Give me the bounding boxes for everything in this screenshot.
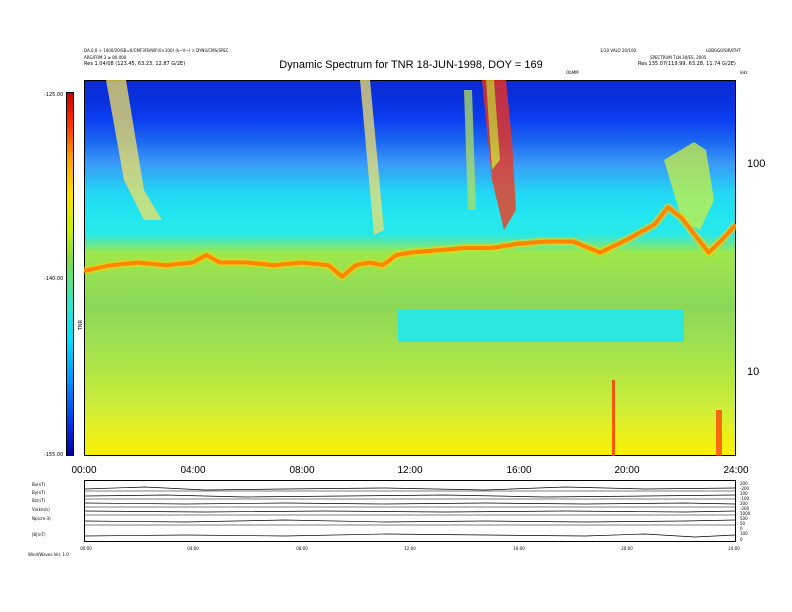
color-bar (66, 92, 74, 456)
ridge-halo (84, 203, 736, 281)
panel-label: |B|(nT) (32, 532, 46, 537)
panel-scale: 0 (740, 526, 743, 531)
header-mid-small: ObMM (566, 70, 579, 75)
footer-left: Wind/Waves Ver. 1.0 (28, 552, 69, 557)
panel-scale: 50 (740, 521, 746, 526)
header-info-left-2: ARG/FRM 3 ≥ 80.000 (84, 55, 127, 60)
x-tick-label: 20:00 (614, 465, 640, 476)
panel-scale: 500 (740, 516, 748, 521)
header-info-right-3: Res 135.07(119.99, 63.28, 11.74 G/2E) (638, 61, 736, 67)
spectrogram-overlay (84, 80, 736, 456)
panel-x-tick: 16:00 (513, 546, 525, 551)
panel-scale: -200 (740, 506, 750, 511)
x-tick-label: 08:00 (289, 465, 315, 476)
y-tick-label-10: 10 (747, 366, 760, 378)
panel-scale: 0 (740, 537, 743, 542)
x-tick-label: 24:00 (723, 465, 749, 476)
panel-scale: 1000 (740, 511, 751, 516)
colorbar-label-top: -125.00 (44, 92, 64, 98)
chart-title: Dynamic Spectrum for TNR 18-JUN-1998, DO… (279, 59, 543, 71)
panel-x-tick: 24:00 (728, 546, 740, 551)
panel-scale: 200 (740, 481, 748, 486)
panel-x-tick: 20:00 (621, 546, 633, 551)
x-tick-label: 04:00 (180, 465, 206, 476)
panel-scale: 200 (740, 501, 748, 506)
solar-wind-panels (84, 480, 736, 542)
panel-scale: -200 (740, 486, 750, 491)
header-info-left-3: Res 1.04/08 (123.45, 63.23, 12.87 G/2E) (84, 61, 186, 67)
panel-label: By(nT) (32, 490, 46, 495)
header-info-right-2: SPECTRUM TLN 30/ES, 2005 (650, 55, 707, 60)
panel-scale: 100 (740, 491, 748, 496)
x-tick-label: 12:00 (397, 465, 423, 476)
colorbar-label-bottom: -155.00 (44, 452, 64, 458)
panel-scale: -100 (740, 496, 750, 501)
colorbar-label-mid: -140.00 (44, 276, 64, 282)
panel-label: Bx(nT) (32, 482, 46, 487)
x-tick-label: 00:00 (71, 465, 97, 476)
panel-label: Vx(km/s) (32, 507, 50, 512)
panel-label: Np(cm-3) (32, 516, 51, 521)
panel-label: Bz(nT) (32, 498, 45, 503)
header-info-left-1: DA.0.0 > 1000/20/SB=0/CMF3FB/WF(0×100) (… (84, 48, 229, 53)
spectrogram-plot (84, 80, 736, 456)
panel-traces (85, 486, 735, 538)
header-info-right-1: 1/10 VALO 20/100 (600, 48, 637, 53)
panel-x-tick: 12:00 (404, 546, 416, 551)
y-tick-label-100: 100 (747, 158, 766, 170)
x-tick-label: 16:00 (506, 465, 532, 476)
header-corner-small: kHz (740, 70, 748, 75)
panel-x-tick: 08:00 (296, 546, 308, 551)
header-info-right-1b: LOBGG0/SIRATHT (706, 48, 741, 53)
panel-scale: 100 (740, 531, 748, 536)
panel-x-tick: 04:00 (187, 546, 199, 551)
panel-x-tick: 00:00 (80, 546, 92, 551)
